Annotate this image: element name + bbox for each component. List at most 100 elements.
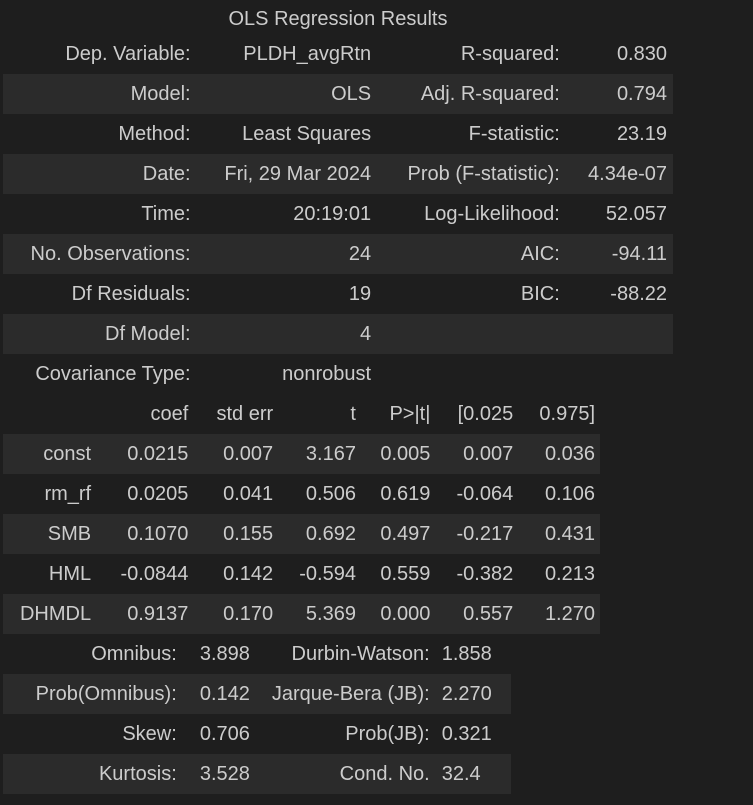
cell-value: 20:19:01 — [293, 203, 372, 225]
cell-value: 3.528 — [182, 754, 256, 794]
diagnostics-row: Omnibus: 3.898 Durbin-Watson: 1.858 — [3, 634, 511, 674]
table-caption: OLS Regression Results — [228, 8, 448, 30]
column-header: 0.975] — [539, 403, 595, 425]
cell-value: -0.0844 — [120, 563, 189, 585]
cell-value — [565, 314, 673, 354]
cell-label: Prob(JB): — [345, 723, 430, 745]
cell-value: 24 — [196, 234, 378, 274]
cell-label: AIC: — [377, 234, 566, 274]
coefficient-row: DHMDL 0.9137 0.170 5.369 0.000 0.557 1.270 — [3, 594, 600, 634]
coefficient-row: HML -0.0844 0.142 -0.594 0.559 -0.382 0.213 — [3, 554, 600, 594]
cell-label: Covariance Type: — [35, 363, 191, 385]
cell-value: 19 — [348, 283, 372, 305]
cell-value: -0.064 — [456, 483, 514, 505]
diagnostics-row: Skew: 0.706 Prob(JB): 0.321 — [3, 714, 511, 754]
cell-value: 0.007 — [435, 434, 519, 474]
cell-label: Durbin-Watson: — [291, 643, 430, 665]
summary-row: Covariance Type: nonrobust — [3, 354, 673, 394]
variable-name: rm_rf — [44, 483, 92, 505]
cell-label: F-statistic: — [468, 123, 560, 145]
cell-value: 2.270 — [435, 674, 511, 714]
cell-value: 0.497 — [360, 514, 436, 554]
cell-value: 0.007 — [193, 434, 279, 474]
column-header: t — [350, 403, 356, 425]
summary-row: Date: Fri, 29 Mar 2024 Prob (F-statistic):… — [3, 154, 673, 194]
cell-label: Log-Likelihood: — [424, 203, 560, 225]
cell-label: No. Observations: — [3, 234, 197, 274]
cell-value: 0.706 — [199, 723, 250, 745]
column-header — [3, 394, 96, 434]
cell-value: 0.559 — [380, 563, 431, 585]
cell-value: 0.321 — [441, 723, 492, 745]
cell-label: Skew: — [122, 723, 177, 745]
cell-label — [377, 314, 566, 354]
cell-value: 52.057 — [605, 203, 667, 225]
summary-row: Df Residuals: 19 BIC: -88.22 — [3, 274, 673, 314]
cell-value: 0.142 — [223, 563, 274, 585]
coefficient-row: const 0.0215 0.007 3.167 0.005 0.007 0.036 — [3, 434, 600, 474]
cell-value: -0.594 — [299, 563, 356, 585]
summary-row: Time: 20:19:01 Log-Likelihood: 52.057 — [3, 194, 673, 234]
cell-label: Df Model: — [3, 314, 197, 354]
cell-value: 3.167 — [278, 434, 361, 474]
model-summary-table: Dep. Variable: PLDH_avgRtn R-squared: 0.830… — [3, 34, 673, 394]
cell-value: 0.830 — [616, 43, 667, 65]
cell-label: Adj. R-squared: — [377, 74, 566, 114]
column-header: coef — [150, 403, 189, 425]
coefficient-table: coef std err t P>|t| [0.025 0.975] const 0.0215… — [3, 394, 600, 634]
cell-value: 32.4 — [435, 754, 511, 794]
summary-row: Model: OLS Adj. R-squared: 0.794 — [3, 74, 673, 114]
summary-row: No. Observations: 24 AIC: -94.11 — [3, 234, 673, 274]
cell-value: OLS — [196, 74, 378, 114]
variable-name: SMB — [3, 514, 97, 554]
diagnostics-table: Omnibus: 3.898 Durbin-Watson: 1.858 Prob(Omn… — [3, 634, 511, 794]
diagnostics-row: Prob(Omnibus): 0.142 Jarque-Bera (JB): 2.27… — [3, 674, 511, 714]
diagnostics-row: Kurtosis: 3.528 Cond. No. 32.4 — [3, 754, 511, 794]
cell-value: Fri, 29 Mar 2024 — [196, 154, 378, 194]
column-header: std err — [216, 403, 274, 425]
table-header-row: coef std err t P>|t| [0.025 0.975] — [3, 394, 600, 434]
column-header: [0.025 — [457, 403, 514, 425]
cell-value: 23.19 — [616, 123, 667, 145]
cell-value: 5.369 — [278, 594, 361, 634]
variable-name: DHMDL — [3, 594, 97, 634]
cell-value: -94.11 — [565, 234, 673, 274]
cell-label — [377, 354, 566, 394]
cell-label: Prob(Omnibus): — [3, 674, 183, 714]
cell-value: 0.619 — [380, 483, 431, 505]
cell-label: R-squared: — [460, 43, 560, 65]
cell-value: 0.213 — [544, 563, 595, 585]
cell-value: 0.036 — [518, 434, 600, 474]
cell-label: Cond. No. — [255, 754, 436, 794]
cell-value: PLDH_avgRtn — [243, 43, 372, 65]
cell-label: Date: — [3, 154, 197, 194]
cell-value: 0.106 — [544, 483, 595, 505]
cell-value: -0.382 — [456, 563, 514, 585]
cell-value: 0.0205 — [127, 483, 189, 505]
cell-label: Jarque-Bera (JB): — [255, 674, 436, 714]
cell-value: Least Squares — [242, 123, 372, 145]
cell-value: 0.142 — [182, 674, 256, 714]
summary-row: Method: Least Squares F-statistic: 23.19 — [3, 114, 673, 154]
cell-label: Model: — [3, 74, 197, 114]
cell-label: BIC: — [520, 283, 560, 305]
cell-label: Method: — [118, 123, 191, 145]
variable-name: const — [3, 434, 97, 474]
cell-value: 4.34e-07 — [565, 154, 673, 194]
summary-row: Df Model: 4 — [3, 314, 673, 354]
cell-value: 0.005 — [360, 434, 436, 474]
summary-row: Dep. Variable: PLDH_avgRtn R-squared: 0.830 — [3, 34, 673, 74]
cell-value: 3.898 — [199, 643, 250, 665]
cell-value: 0.557 — [435, 594, 519, 634]
cell-value: nonrobust — [282, 363, 372, 385]
cell-label: Kurtosis: — [3, 754, 183, 794]
cell-value: 4 — [196, 314, 378, 354]
cell-value: 0.431 — [518, 514, 600, 554]
cell-label: Dep. Variable: — [65, 43, 191, 65]
column-header: P>|t| — [389, 403, 431, 425]
cell-value: 0.794 — [565, 74, 673, 114]
cell-value: 0.1070 — [96, 514, 194, 554]
cell-label: Time: — [141, 203, 191, 225]
coefficient-row: rm_rf 0.0205 0.041 0.506 0.619 -0.064 0.106 — [3, 474, 600, 514]
cell-value: 0.9137 — [96, 594, 194, 634]
